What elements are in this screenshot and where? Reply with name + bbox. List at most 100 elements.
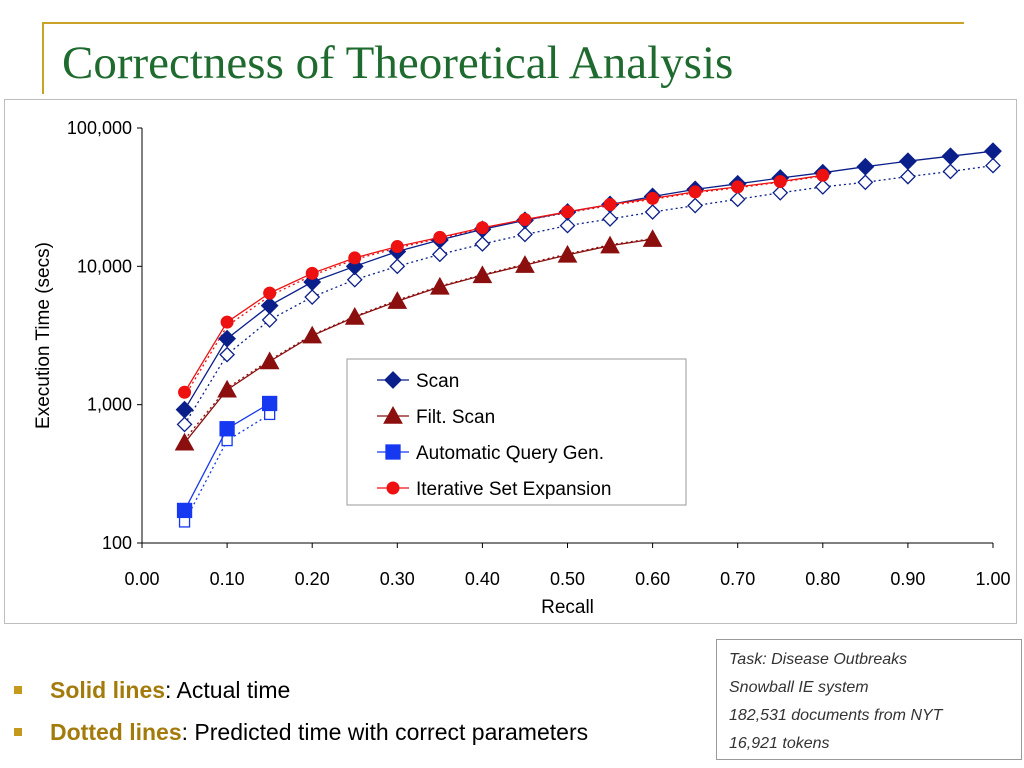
x-tick-label: 0.40 xyxy=(465,569,500,589)
x-tick-label: 0.20 xyxy=(295,569,330,589)
data-point-scan-predicted xyxy=(431,246,448,263)
y-axis-title: Execution Time (secs) xyxy=(33,242,54,429)
x-axis-title: Recall xyxy=(541,597,594,618)
data-point-automatic-query-gen xyxy=(219,421,235,437)
bullet-text-dotted: : Predicted time with correct parameters xyxy=(181,719,589,745)
y-tick-label: 100 xyxy=(102,533,132,553)
info-line-documents: 182,531 documents from NYT xyxy=(729,707,943,724)
data-point-iterative-set-expansion xyxy=(263,286,277,300)
data-point-iterative-set-expansion xyxy=(731,180,745,194)
data-point-automatic-query-gen-predicted xyxy=(221,434,233,447)
data-point-filt-scan xyxy=(600,235,620,254)
data-point-iterative-set-expansion xyxy=(220,315,234,329)
square-bullet-icon xyxy=(14,728,22,736)
data-point-filt-scan xyxy=(302,325,323,344)
data-point-automatic-query-gen xyxy=(261,395,278,412)
data-point-iterative-set-expansion xyxy=(816,168,830,182)
data-point-scan-predicted xyxy=(304,289,321,305)
data-point-scan-predicted xyxy=(772,184,789,201)
data-point-scan-predicted xyxy=(814,179,831,195)
execution-time-chart: 0.00 0.10 0.20 0.30 0.40 0.50 0.60 0.70 0.80 0.90… xyxy=(33,118,1011,618)
data-point-iterative-set-expansion xyxy=(603,197,617,211)
legend-notes: Solid lines: Actual time Dotted lines: P… xyxy=(14,672,588,756)
data-point-iterative-set-expansion xyxy=(688,185,702,199)
legend-label-scan: Scan xyxy=(416,371,459,392)
slide-title: Correctness of Theoretical Analysis xyxy=(62,37,734,89)
data-point-iterative-set-expansion xyxy=(561,205,574,219)
data-point-scan xyxy=(218,329,237,348)
data-point-filt-scan xyxy=(217,379,237,398)
data-point-scan-predicted xyxy=(261,311,278,328)
series-line-automatic-query-gen xyxy=(184,402,270,511)
x-tick-label: 0.90 xyxy=(890,569,925,589)
legend-marker-scan xyxy=(384,371,402,389)
legend-marker-automatic-query-gen xyxy=(385,444,401,460)
bullet-text-solid: : Actual time xyxy=(165,677,291,703)
y-tick-label: 100,000 xyxy=(67,118,132,138)
data-point-filt-scan xyxy=(387,291,408,309)
data-point-scan-predicted xyxy=(985,157,1001,174)
x-tick-label: 0.60 xyxy=(635,569,670,589)
data-point-scan-predicted xyxy=(474,236,491,252)
bullet-solid-lines: Solid lines: Actual time xyxy=(14,672,588,714)
data-point-scan xyxy=(898,152,917,171)
x-tick-label: 0.30 xyxy=(380,569,415,589)
x-tick-label: 0.00 xyxy=(124,569,159,589)
x-tick-label: 0.10 xyxy=(210,569,245,589)
data-point-iterative-set-expansion xyxy=(646,191,660,205)
task-info-box: Task: Disease Outbreaks Snowball IE syst… xyxy=(716,639,1022,760)
data-point-scan-predicted xyxy=(517,226,533,243)
data-point-scan xyxy=(260,296,279,315)
data-point-scan-predicted xyxy=(899,168,916,185)
info-line-system: Snowball IE system xyxy=(729,679,869,696)
data-point-scan xyxy=(941,147,960,166)
data-point-scan-predicted xyxy=(176,416,193,433)
data-point-scan-predicted xyxy=(857,174,874,191)
data-point-filt-scan xyxy=(430,276,450,295)
data-point-scan-predicted xyxy=(602,211,618,227)
data-point-scan xyxy=(984,142,1002,161)
data-point-scan xyxy=(856,157,875,176)
data-point-filt-scan xyxy=(344,307,365,325)
data-point-iterative-set-expansion xyxy=(475,221,489,235)
legend-marker-filt-scan xyxy=(383,405,403,424)
info-line-tokens: 16,921 tokens xyxy=(729,735,830,752)
legend-box xyxy=(346,358,687,506)
data-point-scan-predicted xyxy=(687,197,704,214)
data-point-scan-predicted xyxy=(942,163,959,180)
data-point-filt-scan xyxy=(259,351,280,370)
data-point-scan-predicted xyxy=(559,217,576,234)
data-point-iterative-set-expansion xyxy=(518,213,532,227)
x-tick-label: 0.50 xyxy=(550,569,585,589)
legend-label-filt-scan: Filt. Scan xyxy=(416,407,495,428)
square-bullet-icon xyxy=(14,686,22,694)
data-point-iterative-set-expansion xyxy=(773,175,787,189)
title-accent-rule xyxy=(42,22,964,24)
data-point-automatic-query-gen-predicted xyxy=(178,516,191,528)
bullet-key-solid: Solid lines xyxy=(50,677,166,703)
data-point-iterative-set-expansion xyxy=(348,251,362,265)
chart-frame xyxy=(4,99,1017,624)
legend-label-iterative-set-expansion: Iterative Set Expansion xyxy=(416,479,611,500)
info-line-task: Task: Disease Outbreaks xyxy=(729,651,908,668)
data-point-filt-scan xyxy=(557,244,578,263)
data-point-automatic-query-gen xyxy=(176,502,193,519)
legend-label-automatic-query-gen: Automatic Query Gen. xyxy=(416,443,604,464)
data-point-filt-scan xyxy=(515,255,535,273)
data-point-scan-predicted xyxy=(729,191,746,208)
data-point-iterative-set-expansion xyxy=(433,230,447,244)
legend-marker-iterative-set-expansion xyxy=(386,481,400,495)
series-line-iterative-set-expansion-predicted xyxy=(184,175,823,397)
data-point-iterative-set-expansion xyxy=(305,266,319,280)
data-point-filt-scan xyxy=(642,229,663,247)
bullet-key-dotted: Dotted lines xyxy=(50,719,182,745)
series-line-iterative-set-expansion xyxy=(184,174,823,393)
x-tick-label: 0.70 xyxy=(720,569,755,589)
data-point-scan-predicted xyxy=(644,204,661,220)
data-point-scan-predicted xyxy=(219,346,236,363)
y-tick-label: 1,000 xyxy=(87,395,132,415)
data-point-iterative-set-expansion xyxy=(390,240,404,254)
data-point-scan-predicted xyxy=(389,258,406,275)
data-point-scan xyxy=(175,400,194,419)
y-tick-label: 10,000 xyxy=(77,256,132,276)
